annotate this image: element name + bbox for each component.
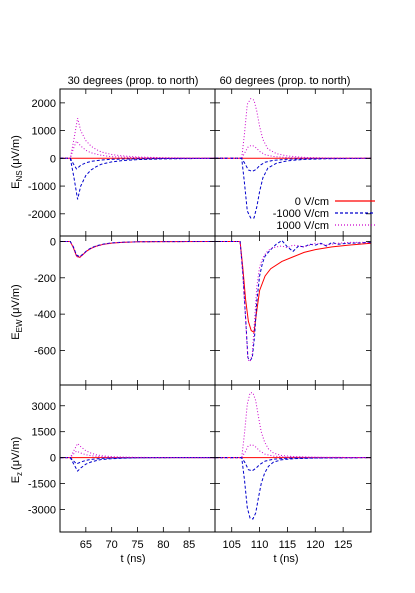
y-tick-label: -3000 [28,505,56,517]
x-tick-label: 115 [279,539,297,551]
panel-frame-2-0 [59,384,216,533]
y-tick-label: -1000 [28,181,56,193]
panel-frame-1-0 [59,235,216,386]
y-tick-label: -200 [34,273,56,285]
xlabel-right: t (ns) [273,553,298,565]
y-tick-label: -2000 [28,209,56,221]
y-tick-label: -600 [34,345,56,357]
y-tick-label: 1500 [32,427,56,439]
x-tick-label: 80 [157,539,169,551]
series-line-panel1-4 [215,144,371,159]
x-tick-label: 110 [251,539,269,551]
series-line-panel1-2 [215,157,371,172]
series-line-panel1-3 [215,98,371,159]
ylabel-ens: ENS(μV/m) [10,135,24,189]
series-line-panel4-3 [60,442,215,459]
series-line-panel0-1 [60,157,215,200]
ylabel-ez: Ez(μV/m) [10,437,24,484]
plot-area: -2000-1000010002000-600-400-2000-3000-15… [28,88,372,551]
xlabel-left: t (ns) [120,553,145,565]
panel-frame-0-0 [59,88,216,237]
y-tick-label: 3000 [32,401,56,413]
ylabel-eew: EEW(μV/m) [10,284,24,339]
legend-label-1: -1000 V/cm [273,208,329,220]
panel-frame-1-1 [214,235,372,386]
series-line-panel5-3 [215,392,371,459]
y-tick-label: 1000 [32,126,56,138]
series-line-panel1-1 [215,157,371,219]
y-tick-label: 0 [50,453,56,465]
series-line-panel0-2 [60,157,215,170]
y-tick-label: -1500 [28,479,56,491]
series-line-panel5-4 [215,444,371,459]
y-tick-label: 2000 [32,98,56,110]
series-line-panel2-2 [60,241,215,259]
series-line-panel2-0 [60,241,215,258]
x-tick-label: 75 [131,539,143,551]
x-tick-label: 65 [80,539,92,551]
series-line-panel4-4 [60,450,215,459]
series-line-panel5-2 [215,457,371,472]
legend-label-0: 0 V/cm [295,196,329,208]
x-tick-label: 105 [223,539,241,551]
y-tick-label: 0 [50,236,56,248]
panel-frame-2-1 [214,384,372,533]
series-line-panel0-4 [60,140,215,159]
series-line-panel2-1 [60,241,215,258]
x-tick-label: 120 [306,539,324,551]
series-line-panel3-2 [215,241,371,363]
x-tick-label: 85 [183,539,195,551]
column-title-30deg: 30 degrees (prop. to north) [68,75,199,87]
series-line-panel0-3 [60,117,215,159]
series-line-panel4-2 [60,457,215,465]
y-tick-label: -400 [34,309,56,321]
series-line-panel4-1 [60,457,215,472]
series-line-panel5-1 [215,457,371,520]
x-tick-label: 70 [106,539,118,551]
legend: 0 V/cm -1000 V/cm 1000 V/cm [273,196,375,232]
y-tick-label: 0 [50,153,56,165]
x-tick-label: 125 [334,539,352,551]
column-title-60deg: 60 degrees (prop. to north) [220,75,351,87]
series-line-panel3-0 [215,241,371,334]
legend-label-2: 1000 V/cm [276,220,329,232]
series-line-panel3-1 [215,239,371,362]
